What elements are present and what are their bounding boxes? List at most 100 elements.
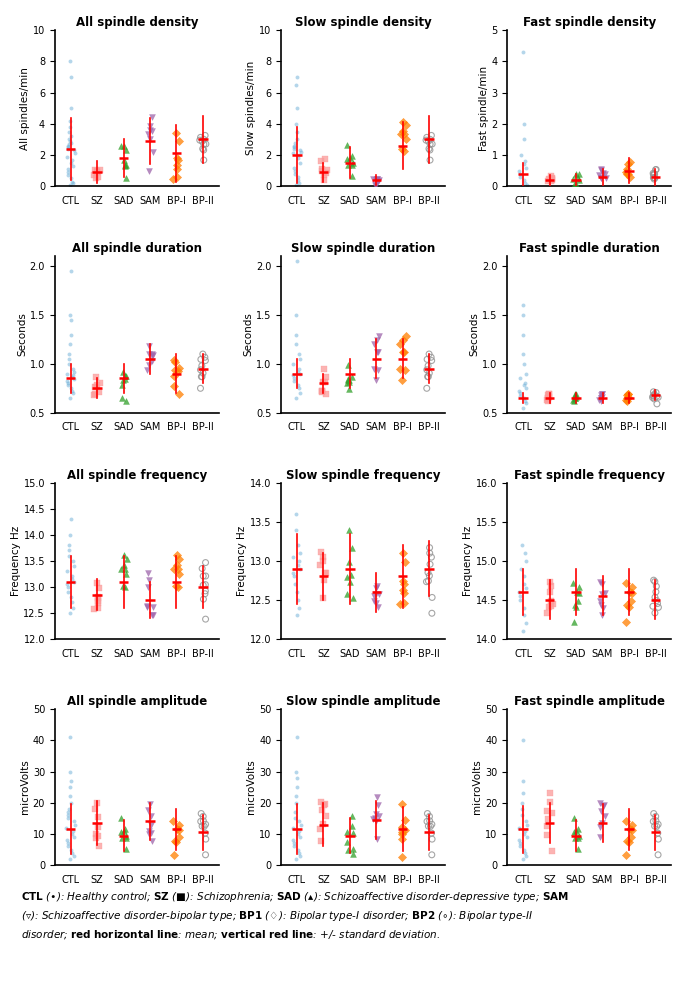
Point xyxy=(116,389,127,405)
Point xyxy=(295,829,306,845)
Point xyxy=(623,389,634,405)
Point xyxy=(92,595,103,611)
Point xyxy=(519,132,530,148)
Point xyxy=(64,133,75,149)
Point xyxy=(514,388,525,404)
Point xyxy=(622,161,633,177)
Point xyxy=(62,563,73,579)
Point xyxy=(315,153,326,169)
Point xyxy=(648,572,659,589)
Point xyxy=(597,165,608,181)
Point xyxy=(595,393,606,409)
Point xyxy=(292,150,303,166)
Point xyxy=(426,816,437,832)
Point xyxy=(597,386,608,402)
Point xyxy=(517,307,528,323)
Point xyxy=(597,601,608,617)
Point xyxy=(600,169,611,185)
Point xyxy=(291,69,302,86)
Point xyxy=(517,623,528,639)
Point xyxy=(68,814,79,830)
Point xyxy=(121,170,132,186)
Point xyxy=(288,832,299,848)
Point xyxy=(147,353,158,369)
Point xyxy=(145,796,155,812)
Point xyxy=(318,548,329,564)
Point xyxy=(290,789,301,805)
Point xyxy=(68,371,79,387)
Point xyxy=(68,829,79,845)
Point xyxy=(295,142,306,158)
Point xyxy=(547,805,558,821)
Point xyxy=(198,809,209,825)
Point xyxy=(345,574,356,591)
Point xyxy=(569,597,580,613)
Point xyxy=(519,375,530,391)
Point xyxy=(319,797,329,813)
Point xyxy=(543,386,553,402)
Point xyxy=(521,380,532,396)
Point xyxy=(66,128,77,144)
Point xyxy=(651,583,662,600)
Point xyxy=(293,380,304,396)
Point xyxy=(290,135,301,151)
Point xyxy=(595,386,606,402)
Point xyxy=(424,365,435,381)
Point xyxy=(143,163,154,179)
Point xyxy=(425,136,436,152)
Point xyxy=(543,389,554,405)
Point xyxy=(373,172,384,188)
Point xyxy=(141,362,152,378)
Point xyxy=(426,825,437,841)
Y-axis label: Seconds: Seconds xyxy=(469,313,479,356)
Point xyxy=(92,795,103,811)
Point xyxy=(514,588,525,604)
Point xyxy=(173,561,184,577)
Point xyxy=(371,172,382,188)
Point xyxy=(200,568,211,584)
Point xyxy=(89,162,100,178)
Point xyxy=(423,358,434,374)
Y-axis label: Frequency Hz: Frequency Hz xyxy=(463,526,473,596)
Point xyxy=(171,557,182,573)
Point xyxy=(347,825,358,841)
Point xyxy=(293,845,304,861)
Point xyxy=(318,571,329,588)
Point xyxy=(62,141,73,157)
Point xyxy=(288,564,299,580)
Point xyxy=(541,819,552,835)
Point xyxy=(342,569,353,585)
Point xyxy=(398,585,409,602)
Point xyxy=(651,813,662,829)
Point xyxy=(315,833,326,849)
Point xyxy=(169,354,180,370)
Y-axis label: Slow spindles/min: Slow spindles/min xyxy=(247,61,256,155)
Point xyxy=(64,356,75,372)
Point xyxy=(67,823,78,839)
Point xyxy=(621,393,632,409)
Point xyxy=(63,167,74,183)
Point xyxy=(195,380,206,396)
Point xyxy=(172,821,183,837)
Point xyxy=(544,386,555,402)
Point xyxy=(64,542,75,558)
Point xyxy=(171,834,182,850)
Point xyxy=(197,358,208,374)
Point xyxy=(372,831,383,847)
Point xyxy=(421,132,432,148)
Point xyxy=(653,847,664,863)
Point xyxy=(427,136,438,152)
Point xyxy=(370,806,381,822)
Point xyxy=(648,814,659,830)
Point xyxy=(649,573,660,590)
Point xyxy=(648,383,659,399)
Point xyxy=(424,539,435,555)
Point xyxy=(344,371,355,387)
Point xyxy=(347,808,358,824)
Point xyxy=(121,566,132,582)
Title: Slow spindle density: Slow spindle density xyxy=(295,16,432,29)
Point xyxy=(342,824,353,840)
Point xyxy=(514,832,525,848)
Point xyxy=(68,175,79,191)
Point xyxy=(342,834,353,850)
